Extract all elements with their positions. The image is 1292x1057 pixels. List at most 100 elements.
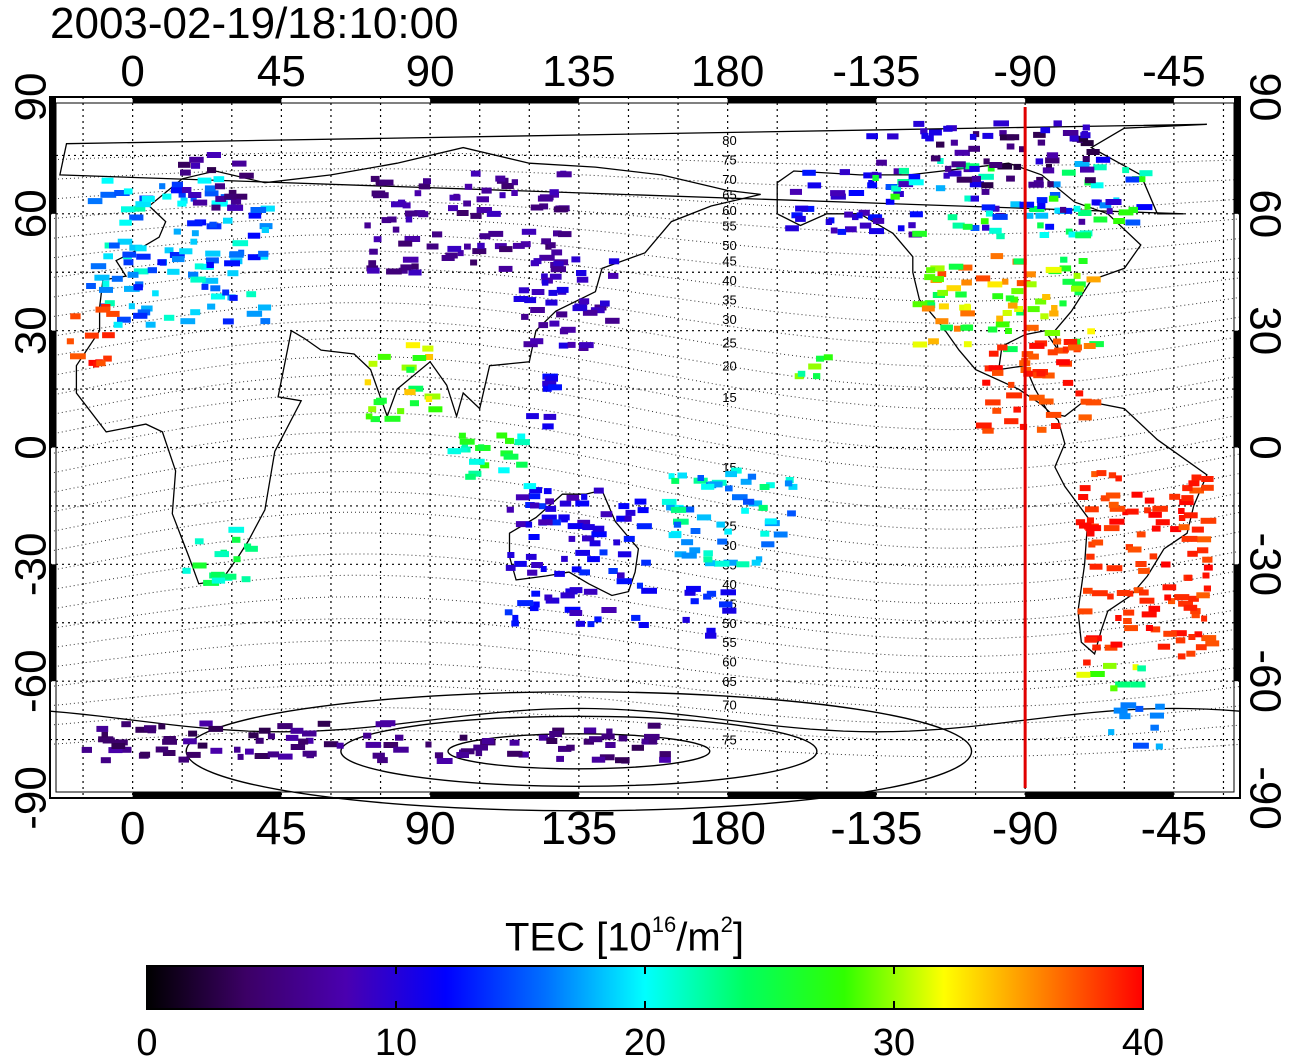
tec-cell bbox=[119, 219, 132, 226]
tec-cell bbox=[1108, 472, 1117, 479]
tec-cell bbox=[336, 742, 344, 749]
tec-cell bbox=[969, 181, 984, 188]
frame-bar-left bbox=[50, 97, 56, 214]
tec-cell bbox=[211, 577, 226, 584]
tec-cell bbox=[943, 125, 953, 132]
tec-cell bbox=[1203, 585, 1211, 592]
tec-cell bbox=[912, 230, 927, 237]
tec-cell bbox=[638, 622, 649, 628]
tec-cell bbox=[956, 176, 973, 183]
tec-cell bbox=[1145, 625, 1153, 631]
frame-bar-top bbox=[727, 97, 877, 103]
tec-cell bbox=[199, 720, 213, 727]
tec-cell bbox=[605, 317, 620, 324]
tec-cell bbox=[1152, 505, 1168, 512]
right-lat-tick-label: -90 bbox=[1240, 766, 1289, 830]
tec-cell bbox=[95, 306, 111, 313]
tec-cell bbox=[210, 285, 221, 292]
tec-cell bbox=[568, 535, 576, 542]
tec-cell bbox=[991, 205, 1000, 212]
tec-cell bbox=[192, 562, 207, 569]
tec-cell bbox=[369, 248, 378, 255]
tec-cell bbox=[128, 303, 135, 310]
tec-cell bbox=[147, 727, 156, 734]
tec-cell bbox=[1135, 561, 1147, 567]
tec-cell bbox=[706, 627, 716, 634]
tec-cell bbox=[686, 585, 701, 592]
colorbar-tick-label: 20 bbox=[624, 1022, 666, 1057]
tec-cell bbox=[258, 250, 269, 257]
tec-cell bbox=[395, 734, 404, 741]
tec-cell bbox=[177, 200, 187, 207]
tec-cell bbox=[1037, 139, 1046, 146]
tec-cell bbox=[705, 632, 717, 639]
tec-cell bbox=[668, 532, 682, 539]
tec-cell bbox=[556, 311, 568, 318]
tec-cell bbox=[1080, 140, 1094, 147]
tec-cell bbox=[155, 746, 169, 753]
tec-cell bbox=[167, 268, 180, 275]
tec-cell bbox=[837, 228, 847, 235]
tec-cell bbox=[890, 193, 900, 200]
tec-cell bbox=[379, 179, 394, 186]
tec-cell bbox=[550, 519, 561, 526]
tec-cell bbox=[549, 320, 560, 327]
colorbar-tick-label: 40 bbox=[1122, 1022, 1164, 1057]
tec-cell bbox=[220, 573, 237, 580]
tec-cell bbox=[845, 226, 857, 233]
tec-cell bbox=[1089, 341, 1104, 348]
tec-cell bbox=[481, 187, 492, 194]
tec-cell bbox=[285, 734, 299, 741]
tec-cell bbox=[267, 733, 275, 740]
magnetic-contour bbox=[49, 168, 1241, 190]
tec-cell bbox=[428, 406, 443, 413]
tec-cell bbox=[1080, 398, 1092, 405]
tec-cell bbox=[647, 722, 661, 729]
tec-cell bbox=[459, 438, 475, 445]
tec-cell bbox=[377, 757, 388, 764]
tec-cell bbox=[384, 415, 401, 422]
frame-bar-top bbox=[1025, 97, 1174, 103]
tec-cell bbox=[930, 155, 941, 162]
tec-cell bbox=[460, 748, 475, 755]
tec-cell bbox=[963, 341, 972, 348]
tec-cell bbox=[1029, 206, 1045, 212]
tec-cell bbox=[414, 190, 422, 197]
magnetic-contour bbox=[49, 302, 1241, 368]
tec-cell bbox=[992, 407, 1002, 414]
tec-cell bbox=[641, 587, 657, 594]
tec-cell bbox=[370, 416, 380, 423]
tec-cell bbox=[259, 223, 273, 230]
tec-cell bbox=[1087, 328, 1095, 335]
tec-cell bbox=[748, 500, 763, 507]
tec-cell bbox=[498, 467, 510, 474]
tec-cell bbox=[795, 205, 809, 212]
tec-cell bbox=[1187, 550, 1198, 557]
top-lon-tick-label: 135 bbox=[542, 47, 615, 96]
tec-cell bbox=[109, 242, 120, 249]
tec-cell bbox=[594, 616, 602, 623]
tec-cell bbox=[823, 354, 833, 361]
tec-cell bbox=[1138, 567, 1150, 574]
magnetic-contour bbox=[49, 684, 1241, 725]
tec-cell bbox=[703, 556, 713, 563]
tec-cell bbox=[528, 534, 540, 540]
tec-cell bbox=[787, 510, 796, 517]
tec-cell bbox=[173, 228, 181, 235]
tec-cell bbox=[513, 296, 529, 302]
tec-cell bbox=[1178, 515, 1186, 521]
tec-cell bbox=[759, 484, 770, 490]
contour-label: 60 bbox=[722, 655, 736, 670]
tec-cell bbox=[514, 439, 530, 446]
tec-cell bbox=[1155, 743, 1163, 750]
tec-cell bbox=[1023, 370, 1039, 377]
tec-cell bbox=[989, 227, 1002, 234]
tec-cell bbox=[482, 738, 494, 744]
tec-cell bbox=[164, 247, 174, 254]
tec-cell bbox=[542, 380, 557, 387]
tec-cell bbox=[425, 741, 432, 748]
tec-cell bbox=[1063, 339, 1078, 345]
tec-cell bbox=[560, 592, 575, 599]
tec-cell bbox=[1161, 561, 1171, 568]
tec-cell bbox=[1205, 640, 1220, 647]
